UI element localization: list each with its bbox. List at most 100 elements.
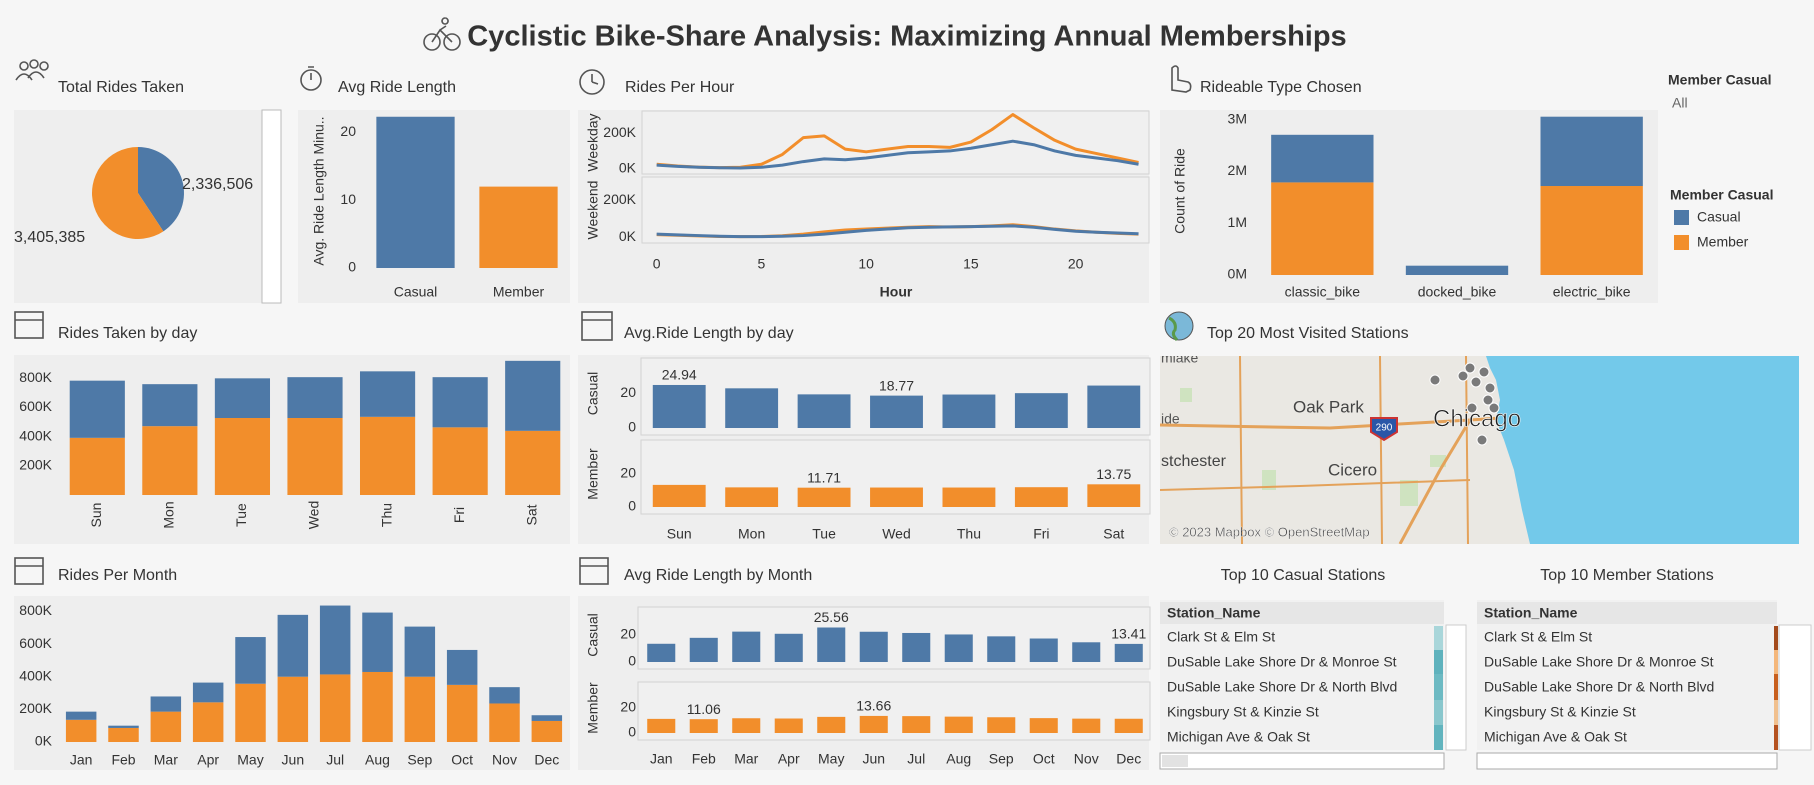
highway-shield [1370, 417, 1398, 442]
place-label: ide [1161, 411, 1180, 427]
bar-segment [404, 676, 436, 742]
table-cell: Clark St & Elm St [1167, 629, 1275, 645]
y-tick-label: 0M [1228, 266, 1247, 282]
bar [797, 394, 851, 428]
y-axis-label: Count of Ride [1172, 148, 1188, 234]
x-tick-label: Jul [326, 752, 344, 768]
bar-segment [319, 605, 351, 675]
legend-label[interactable]: Member [1697, 234, 1749, 250]
bar [1029, 718, 1058, 733]
y-tick-label: 400K [19, 427, 52, 443]
bar-segment [505, 360, 561, 431]
row-color-cell [1434, 725, 1443, 750]
table-header [1160, 602, 1444, 624]
x-tick-label: Jul [907, 751, 925, 767]
data-label: 3,405,385 [14, 229, 85, 246]
bar-segment [319, 674, 351, 742]
x-tick-label: Apr [778, 751, 800, 767]
data-label: 13.75 [1096, 466, 1131, 482]
bar-segment [432, 377, 488, 428]
table-cell: Clark St & Elm St [1484, 629, 1592, 645]
bar-segment [531, 715, 563, 721]
bar [817, 627, 846, 662]
bar-segment [1271, 134, 1374, 183]
bar [942, 394, 996, 428]
row-color-cell [1434, 700, 1443, 725]
bar-segment [235, 637, 266, 684]
table-body [1477, 600, 1777, 750]
y-tick-label: 0K [619, 228, 637, 244]
chart-title: Rides Per Hour [625, 79, 735, 96]
bar [1072, 718, 1101, 733]
chart-title: Avg.Ride Length by day [624, 325, 794, 342]
bar [944, 716, 973, 733]
legend-label[interactable]: Casual [1697, 209, 1741, 225]
x-tick-label: Wed [306, 501, 322, 530]
bar-segment [69, 437, 125, 495]
x-tick-label: Feb [111, 752, 135, 768]
scrollbar[interactable] [1778, 624, 1812, 751]
x-tick-label: May [237, 752, 263, 768]
bar-segment [362, 671, 393, 742]
data-label: 2,336,506 [182, 176, 253, 193]
data-label: 24.94 [662, 367, 697, 383]
bar [859, 715, 888, 733]
x-tick-label: Jun [282, 752, 305, 768]
y-tick-label: 200K [19, 700, 52, 716]
scrollbar[interactable] [1476, 752, 1778, 770]
bar [652, 484, 706, 507]
pane [637, 681, 1151, 741]
map-attribution: © 2023 Mapbox © OpenStreetMap [1169, 524, 1370, 539]
road [1239, 356, 1469, 544]
bar [725, 388, 779, 428]
scrollbar[interactable] [1159, 752, 1445, 770]
bar-segment [1405, 265, 1509, 275]
row-header: Member [585, 682, 601, 734]
y-tick-label: 0 [628, 724, 636, 740]
table-header [1477, 602, 1777, 624]
bar [987, 636, 1016, 662]
place-label: Chicago [1433, 405, 1521, 432]
scrollbar[interactable] [1445, 624, 1467, 751]
scroll-thumb[interactable] [1162, 755, 1188, 767]
calendar-icon [581, 311, 613, 341]
hand-icon [1171, 65, 1192, 93]
place-label: stchester [1161, 453, 1227, 470]
filter-label: Member Casual [1668, 72, 1771, 88]
x-tick-label: Sep [407, 752, 432, 768]
park [1180, 388, 1192, 402]
table-header-cell: Station_Name [1167, 605, 1261, 621]
pane [637, 606, 1151, 670]
bar [797, 487, 851, 507]
x-tick-label: classic_bike [1285, 284, 1361, 300]
x-tick-label: Oct [451, 752, 473, 768]
table-body [1160, 600, 1444, 750]
bar [870, 487, 923, 507]
chart-title: Rides Taken by day [58, 325, 197, 342]
filter-value[interactable]: All [1672, 95, 1688, 111]
x-tick-label: Thu [378, 503, 394, 527]
x-tick-label: Dec [1116, 751, 1141, 767]
x-tick-label: Mon [738, 526, 765, 542]
y-tick-label: 400K [19, 667, 52, 683]
x-tick-label: Casual [394, 284, 438, 300]
bar [647, 718, 676, 733]
map[interactable]: mlake ide Oak Park stchester Cicero Chic… [1160, 350, 1799, 544]
x-tick-label: Sat [1103, 526, 1124, 542]
x-tick-label: Member [493, 284, 545, 300]
bar-segment [1540, 116, 1643, 187]
bar [479, 186, 558, 268]
row-color-cell [1774, 700, 1778, 725]
x-tick-label: Aug [365, 752, 390, 768]
data-label: 13.66 [856, 698, 891, 714]
legend-title: Member Casual [1670, 187, 1773, 203]
y-tick-label: 0 [348, 259, 356, 275]
bar [1014, 487, 1068, 507]
globe-icon [1164, 311, 1194, 342]
legend-swatch [1674, 235, 1689, 250]
row-header: Member [585, 448, 601, 500]
chart-title: Rideable Type Chosen [1200, 79, 1362, 96]
bar-segment [214, 418, 271, 495]
bar-segment [150, 696, 182, 712]
x-axis-label: Hour [880, 284, 913, 300]
